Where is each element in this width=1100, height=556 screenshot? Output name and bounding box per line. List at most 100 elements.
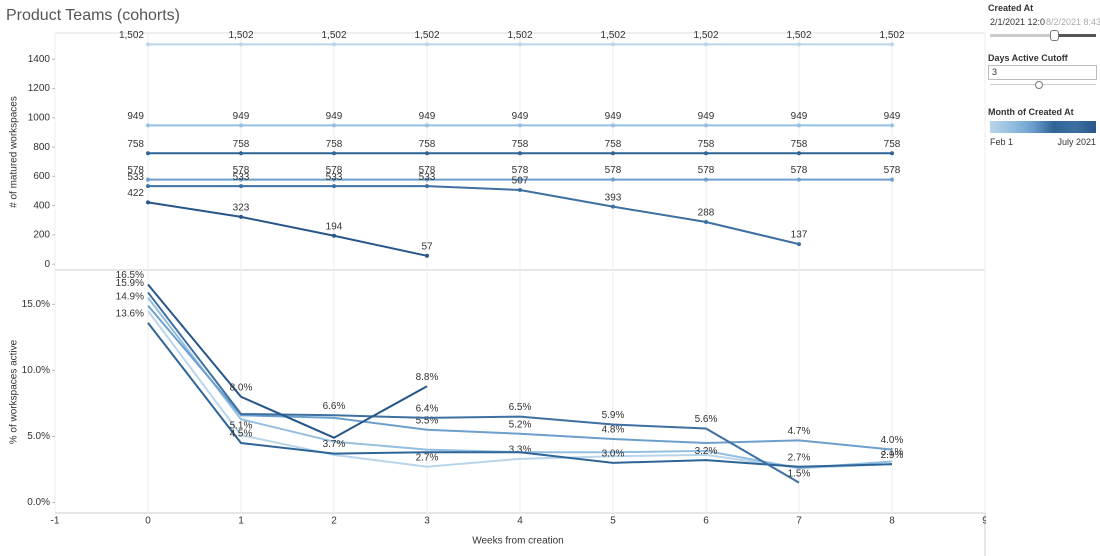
point <box>611 204 615 209</box>
legend-low: Feb 1 <box>990 137 1014 147</box>
data-label: 2.7% <box>788 452 811 463</box>
x-tick-label: 9 <box>982 516 986 527</box>
point <box>332 233 336 238</box>
data-label: 4.7% <box>788 426 811 437</box>
color-legend <box>990 121 1096 133</box>
data-label: 758 <box>605 139 622 150</box>
point <box>611 42 615 47</box>
y-tick-label: 800 <box>33 142 50 153</box>
slider-handle[interactable] <box>1050 30 1059 41</box>
data-label: 1,502 <box>507 30 532 41</box>
data-label: 194 <box>326 221 343 232</box>
data-label: 758 <box>512 139 529 150</box>
data-label: 57 <box>421 241 433 252</box>
point <box>146 151 150 156</box>
page-title: Product Teams (cohorts) <box>6 7 180 24</box>
point <box>890 151 894 156</box>
y-tick-label: 1000 <box>28 112 51 123</box>
point <box>425 177 429 182</box>
point <box>518 42 522 47</box>
data-label: 1,502 <box>879 30 904 41</box>
point <box>425 42 429 47</box>
point <box>704 220 708 225</box>
series-line <box>148 185 800 246</box>
point <box>518 123 522 128</box>
point <box>146 184 150 189</box>
data-label: 578 <box>419 165 436 176</box>
point <box>797 242 801 247</box>
series-line <box>147 305 893 451</box>
data-label: 533 <box>127 172 144 183</box>
x-tick-label: 7 <box>796 516 802 527</box>
data-label: 8.0% <box>230 382 253 393</box>
data-label: 949 <box>791 111 808 122</box>
data-label: 8.8% <box>416 372 439 383</box>
data-label: 323 <box>233 203 250 214</box>
x-tick-label: 6 <box>703 516 709 527</box>
date-start: 2/1/2021 12:0 <box>990 17 1046 27</box>
point <box>797 123 801 128</box>
point <box>518 177 522 182</box>
data-label: 1,502 <box>119 30 144 41</box>
slider-handle[interactable] <box>1035 81 1043 89</box>
data-label: 13.6% <box>116 308 144 319</box>
data-label: 5.1% <box>230 421 253 432</box>
data-label: 6.5% <box>509 402 532 413</box>
data-label: 5.9% <box>602 410 625 421</box>
data-label: 4.0% <box>881 435 904 446</box>
point <box>239 42 243 47</box>
point <box>890 123 894 128</box>
series-line <box>147 291 800 484</box>
data-label: 949 <box>326 111 343 122</box>
point <box>425 123 429 128</box>
series-line <box>147 201 428 257</box>
y-tick-label: 15.0% <box>22 299 50 310</box>
data-label: 578 <box>512 165 529 176</box>
legend-title: Month of Created At <box>988 107 1074 117</box>
data-label: 4.5% <box>230 429 253 440</box>
point <box>704 177 708 182</box>
data-label: 758 <box>127 139 144 150</box>
data-label: 578 <box>233 165 250 176</box>
filter-title: Days Active Cutoff <box>988 53 1068 63</box>
data-label: 16.5% <box>116 270 144 281</box>
data-label: 578 <box>326 165 343 176</box>
data-label: 3.2% <box>695 446 718 457</box>
data-label: 6.4% <box>416 404 439 415</box>
point <box>704 42 708 47</box>
point <box>332 184 336 189</box>
x-tick-label: 8 <box>889 516 895 527</box>
data-label: 578 <box>884 165 901 176</box>
point <box>332 42 336 47</box>
y-tick-label: 0 <box>44 259 50 270</box>
data-label: 393 <box>605 192 622 203</box>
data-label: 758 <box>698 139 715 150</box>
point <box>239 151 243 156</box>
point <box>704 123 708 128</box>
data-label: 949 <box>605 111 622 122</box>
series-line <box>147 283 428 439</box>
data-label: 5.5% <box>416 415 439 426</box>
point <box>239 214 243 219</box>
data-label: 949 <box>127 111 144 122</box>
data-label: 1,502 <box>693 30 718 41</box>
cutoff-input[interactable]: 3 <box>988 65 1097 80</box>
point <box>890 177 894 182</box>
x-tick-label: 5 <box>610 516 616 527</box>
point <box>239 177 243 182</box>
data-label: 3.7% <box>323 439 346 450</box>
x-tick-label: 0 <box>145 516 151 527</box>
y-tick-label: 0.0% <box>27 497 50 508</box>
point <box>797 177 801 182</box>
data-label: 4.8% <box>602 425 625 436</box>
point <box>239 123 243 128</box>
data-label: 2.9% <box>881 450 904 461</box>
data-label: 1,502 <box>786 30 811 41</box>
point <box>611 123 615 128</box>
data-label: 758 <box>326 139 343 150</box>
point <box>611 177 615 182</box>
slider-track <box>990 81 1096 89</box>
slider-track <box>990 30 1096 41</box>
data-label: 578 <box>127 165 144 176</box>
data-label: 578 <box>605 165 622 176</box>
